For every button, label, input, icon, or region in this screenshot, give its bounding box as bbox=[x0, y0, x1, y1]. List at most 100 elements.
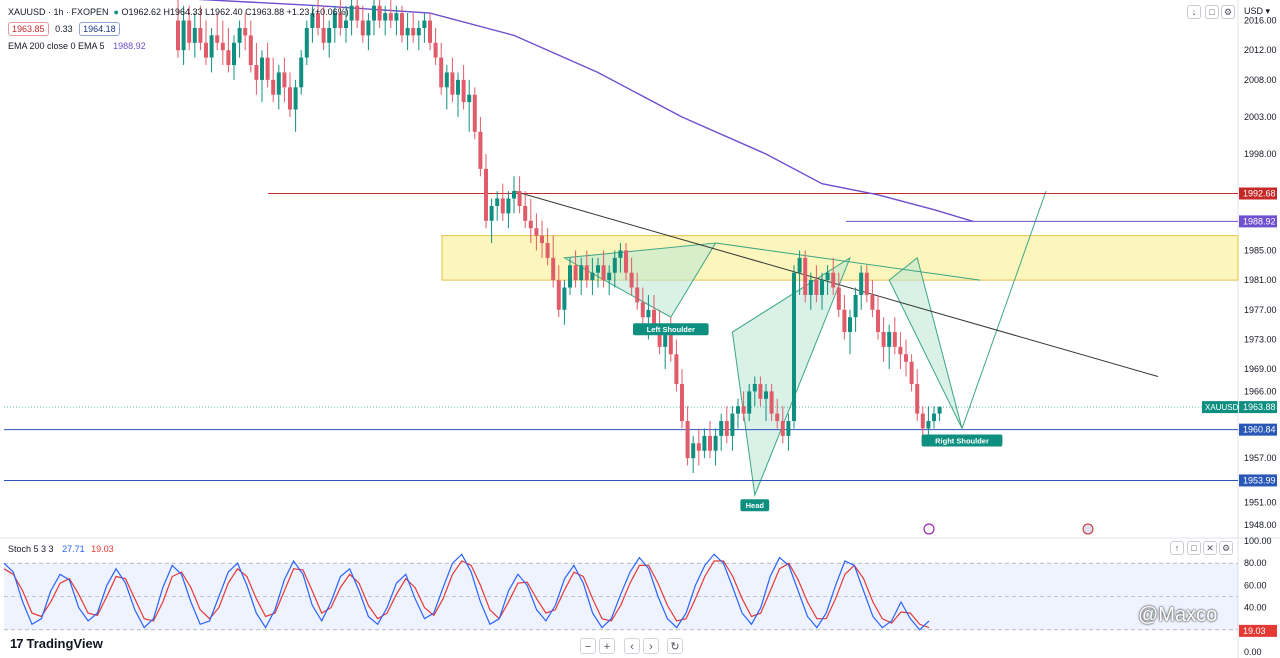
symbol-info: XAUUSD · 1h · FXOPEN ● O1962.62 H1964.33… bbox=[8, 7, 349, 17]
candle-body bbox=[573, 265, 578, 281]
candle-body bbox=[853, 294, 858, 318]
candle-body bbox=[870, 294, 875, 310]
candle-body bbox=[831, 272, 836, 288]
candle-body bbox=[730, 413, 735, 436]
watermark: @Maxco bbox=[1138, 604, 1218, 626]
label-left-shoulder: Left Shoulder bbox=[647, 325, 695, 334]
settings-icon[interactable]: ⚙ bbox=[1221, 5, 1235, 19]
candle-body bbox=[920, 413, 925, 429]
candle-body bbox=[293, 87, 298, 110]
stoch-k-line bbox=[3, 553, 930, 631]
tag-ema-bg bbox=[1239, 215, 1277, 228]
price-tick-label: 1981.00 bbox=[1244, 275, 1277, 285]
maximize-pane-icon[interactable]: □ bbox=[1187, 541, 1201, 555]
candle-body bbox=[881, 332, 886, 347]
move-up-icon[interactable]: ↑ bbox=[1170, 541, 1184, 555]
candle-body bbox=[814, 280, 819, 295]
candle-body bbox=[192, 27, 197, 43]
spread-value: 0.33 bbox=[55, 24, 73, 34]
maximize-icon[interactable]: □ bbox=[1205, 5, 1219, 19]
tag-stoch: 19.03 bbox=[1243, 626, 1266, 636]
tag-symbol: XAUUSD bbox=[1205, 403, 1239, 412]
candle-body bbox=[568, 265, 572, 288]
candle-body bbox=[926, 421, 931, 429]
candle-body bbox=[422, 20, 427, 28]
currency-text: USD bbox=[1244, 6, 1264, 16]
stoch-tick-label: 80.00 bbox=[1244, 558, 1267, 568]
ohlc-values: O1962.62 H1964.33 L1962.40 C1963.88 +1.2… bbox=[121, 7, 349, 17]
pane-settings-icon[interactable]: ⚙ bbox=[1219, 541, 1233, 555]
logo-text: TradingView bbox=[26, 636, 103, 651]
candle-body bbox=[864, 272, 869, 295]
label-right-shoulder-bg bbox=[921, 434, 1003, 447]
symbol-line[interactable]: XAUUSD · 1h · FXOPEN bbox=[8, 7, 109, 17]
tag-symbol-bg bbox=[1202, 401, 1238, 414]
zoom-in-button[interactable]: + bbox=[599, 638, 615, 654]
candles bbox=[176, 0, 942, 473]
candle-body bbox=[747, 391, 752, 414]
candle-body bbox=[551, 257, 556, 281]
candle-body bbox=[685, 421, 690, 459]
candle-body bbox=[478, 131, 483, 169]
price-tick-label: 1966.00 bbox=[1244, 386, 1277, 396]
candle-body bbox=[590, 272, 595, 281]
candle-body bbox=[344, 20, 348, 28]
candle-body bbox=[713, 435, 718, 451]
ask-price[interactable]: 1964.18 bbox=[79, 22, 120, 36]
price-tick-label: 1948.00 bbox=[1244, 520, 1277, 530]
stoch-k-value: 27.71 bbox=[62, 544, 85, 554]
tag-last-price-bg bbox=[1239, 401, 1277, 414]
candle-body bbox=[187, 20, 192, 43]
candle-body bbox=[248, 35, 253, 66]
label-head: Head bbox=[746, 501, 765, 510]
candle-body bbox=[848, 317, 852, 333]
currency-label[interactable]: USD ▾ bbox=[1244, 6, 1270, 17]
candle-body bbox=[624, 250, 628, 273]
ema-label[interactable]: EMA 200 close 0 EMA 5 bbox=[8, 41, 105, 51]
candle-body bbox=[428, 20, 432, 43]
candle-body bbox=[282, 72, 287, 88]
zoom-out-button[interactable]: − bbox=[580, 638, 596, 654]
scroll-right-button[interactable]: › bbox=[643, 638, 659, 654]
stoch-legend: Stoch 5 3 3 27.71 19.03 bbox=[8, 544, 114, 554]
candle-body bbox=[892, 332, 897, 347]
bid-price[interactable]: 1963.85 bbox=[8, 22, 49, 36]
close-pane-icon[interactable]: ✕ bbox=[1203, 541, 1217, 555]
candle-body bbox=[545, 243, 550, 258]
candle-body bbox=[887, 332, 892, 347]
scroll-left-button[interactable]: ‹ bbox=[624, 638, 640, 654]
ema-200-line bbox=[196, 0, 974, 223]
collapse-down-icon[interactable]: ↓ bbox=[1187, 5, 1201, 19]
candle-body bbox=[276, 72, 281, 95]
candle-body bbox=[366, 20, 371, 36]
candle-body bbox=[629, 272, 634, 288]
candle-body bbox=[265, 57, 270, 80]
candle-body bbox=[461, 79, 466, 103]
candle-body bbox=[232, 42, 236, 66]
candle-body bbox=[618, 250, 623, 258]
tag-last-price: 1963.88 bbox=[1243, 402, 1276, 412]
tradingview-logo[interactable]: 17 TradingView bbox=[10, 636, 103, 651]
candle-body bbox=[741, 406, 746, 414]
pattern-triangle bbox=[731, 256, 852, 498]
candle-body bbox=[668, 332, 673, 355]
candle-body bbox=[495, 198, 500, 206]
candle-body bbox=[198, 27, 203, 43]
candle-body bbox=[540, 235, 544, 244]
candle-body bbox=[484, 168, 488, 221]
stoch-tick-label: 40.00 bbox=[1244, 603, 1267, 613]
stoch-label[interactable]: Stoch 5 3 3 bbox=[8, 544, 54, 554]
candle-body bbox=[797, 257, 802, 273]
candle-body bbox=[220, 42, 225, 51]
candle-body bbox=[433, 42, 438, 58]
candle-body bbox=[472, 94, 477, 132]
price-tick-label: 1973.00 bbox=[1244, 334, 1277, 344]
reset-chart-button[interactable]: ↻ bbox=[667, 638, 683, 654]
price-tick-label: 1985.00 bbox=[1244, 245, 1277, 255]
price-tick-label: 2012.00 bbox=[1244, 45, 1277, 55]
price-tick-label: 1951.00 bbox=[1244, 498, 1277, 508]
candle-body bbox=[607, 272, 612, 281]
candle-body bbox=[338, 13, 343, 28]
